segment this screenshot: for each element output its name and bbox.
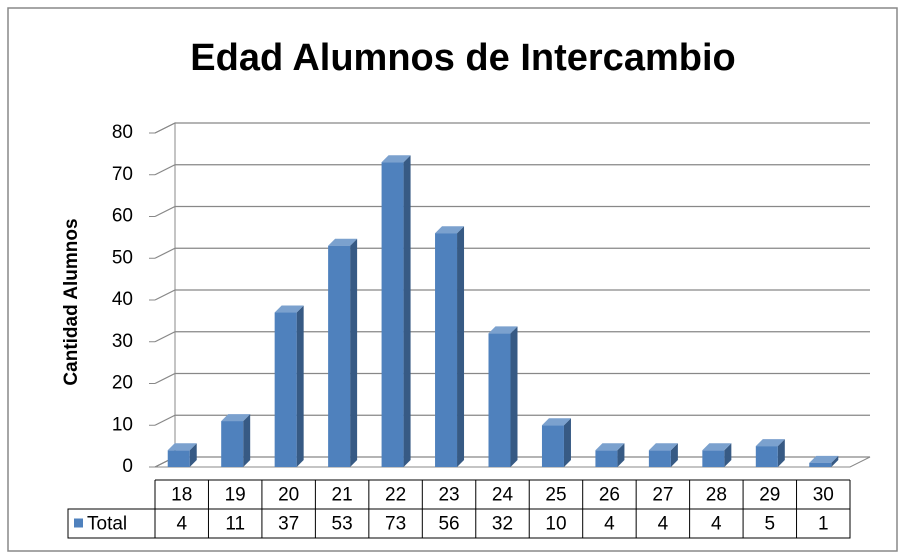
y-tick-label: 40 bbox=[112, 289, 133, 310]
chart-title: Edad Alumnos de Intercambio bbox=[190, 37, 735, 79]
x-tick-label: 21 bbox=[332, 485, 353, 506]
grid-line bbox=[154, 331, 870, 343]
x-tick-label: 19 bbox=[225, 485, 246, 506]
grid-line bbox=[154, 205, 870, 218]
y-tick-label: 20 bbox=[112, 373, 133, 394]
bar-top bbox=[755, 439, 785, 447]
table-value: 10 bbox=[545, 514, 566, 535]
table-value: 4 bbox=[176, 514, 187, 535]
x-tick-label: 24 bbox=[492, 485, 514, 506]
bar bbox=[328, 245, 351, 467]
bar-top bbox=[541, 418, 571, 426]
bar-side bbox=[670, 443, 678, 467]
bar-top bbox=[809, 455, 839, 463]
table-value: 11 bbox=[225, 514, 245, 535]
x-tick-label: 26 bbox=[599, 485, 620, 506]
bar-side bbox=[350, 238, 358, 467]
x-tick-label: 18 bbox=[171, 485, 192, 506]
y-tick-label: 30 bbox=[112, 331, 133, 352]
bar bbox=[755, 446, 778, 467]
table-value: 32 bbox=[492, 514, 513, 535]
grid-line bbox=[154, 372, 870, 385]
grid-line bbox=[154, 122, 870, 134]
bar-top bbox=[702, 443, 732, 451]
bar bbox=[435, 233, 458, 467]
bar-side bbox=[724, 443, 732, 467]
bar-top bbox=[328, 238, 358, 246]
table-value: 1 bbox=[818, 514, 829, 535]
grid-line bbox=[154, 164, 870, 176]
y-axis-label: Cantidad Alumnos bbox=[61, 218, 82, 385]
bar-side bbox=[189, 443, 197, 467]
table-value: 37 bbox=[278, 514, 299, 535]
x-tick-label: 23 bbox=[438, 485, 459, 506]
bar-top bbox=[648, 443, 678, 451]
legend-label: Total bbox=[87, 514, 127, 535]
grid-line bbox=[154, 289, 870, 301]
bar bbox=[541, 425, 564, 467]
bar-top bbox=[221, 414, 251, 422]
bar bbox=[381, 162, 404, 467]
bar-side bbox=[831, 455, 839, 467]
table-value: 4 bbox=[604, 514, 615, 535]
x-tick-label: 29 bbox=[759, 485, 780, 506]
x-tick-label: 27 bbox=[652, 485, 673, 506]
legend-key bbox=[74, 518, 83, 528]
bar bbox=[221, 421, 244, 467]
y-tick-label: 80 bbox=[112, 122, 133, 143]
x-tick-label: 25 bbox=[545, 485, 566, 506]
table-value: 53 bbox=[332, 514, 353, 535]
bar-top bbox=[274, 305, 304, 313]
y-tick-label: 70 bbox=[112, 164, 133, 185]
bar bbox=[274, 312, 297, 467]
table-value: 4 bbox=[711, 514, 722, 535]
grid-line bbox=[154, 247, 870, 259]
y-tick-label: 50 bbox=[112, 247, 133, 268]
bar-side bbox=[403, 155, 411, 467]
table-value: 4 bbox=[658, 514, 669, 535]
bar bbox=[167, 450, 190, 467]
bar bbox=[648, 450, 671, 467]
x-tick-label: 28 bbox=[706, 485, 727, 506]
bar-side bbox=[296, 305, 304, 467]
bar-side bbox=[457, 226, 465, 467]
bar bbox=[809, 462, 832, 467]
x-tick-label: 30 bbox=[813, 485, 834, 506]
table-value: 56 bbox=[438, 514, 459, 535]
bar-top bbox=[167, 443, 197, 451]
y-tick-label: 0 bbox=[122, 456, 133, 477]
bar-side bbox=[617, 443, 625, 467]
bar-side bbox=[243, 414, 251, 467]
grid-line bbox=[154, 414, 870, 426]
bar-top bbox=[595, 443, 625, 451]
bar bbox=[595, 450, 618, 467]
bar-top bbox=[488, 326, 518, 334]
bar bbox=[702, 450, 725, 467]
x-tick-label: 20 bbox=[278, 485, 299, 506]
bar-side bbox=[563, 418, 571, 467]
table-value: 5 bbox=[765, 514, 776, 535]
bar-side bbox=[510, 326, 518, 467]
bar bbox=[488, 333, 511, 467]
table-value: 73 bbox=[385, 514, 406, 535]
x-tick-label: 22 bbox=[385, 485, 406, 506]
y-tick-label: 10 bbox=[112, 414, 133, 435]
bar-top bbox=[381, 155, 411, 163]
bar-side bbox=[777, 439, 785, 467]
y-tick-label: 60 bbox=[112, 206, 133, 227]
bar-top bbox=[435, 226, 465, 234]
